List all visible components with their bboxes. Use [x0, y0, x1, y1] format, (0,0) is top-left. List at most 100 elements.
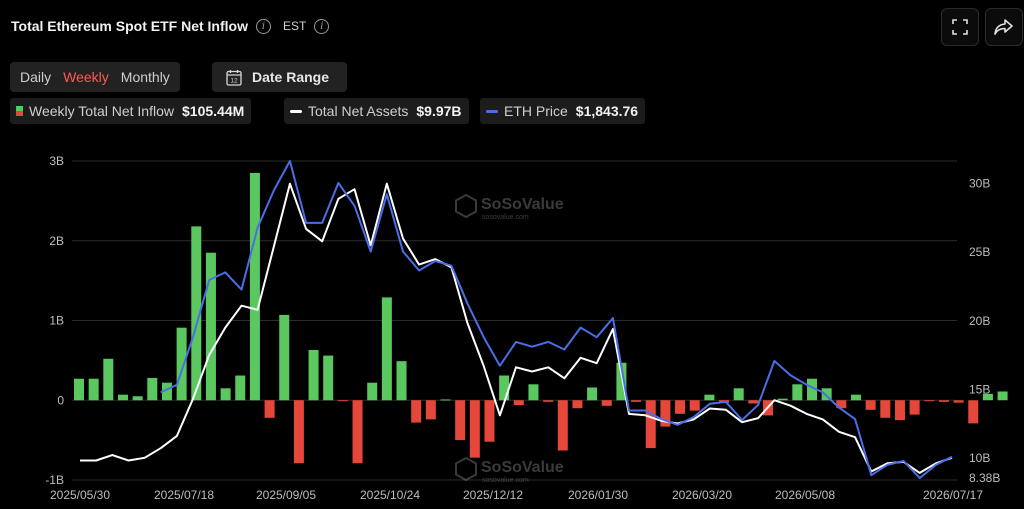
inflow-bar: [938, 400, 949, 402]
watermark-hex-icon: [455, 193, 477, 219]
x-tick-label: 2025/09/05: [256, 488, 316, 502]
calendar-icon: 12: [226, 69, 242, 86]
inflow-bar: [587, 387, 598, 401]
y-right-tick-label: 8.38B: [969, 471, 1000, 485]
bar-swatch-icon: [16, 106, 23, 116]
x-tick-label: 2025/10/24: [360, 488, 420, 502]
x-tick-label: 2025/05/30: [50, 488, 110, 502]
x-tick-label: 2026/07/17: [923, 488, 983, 502]
inflow-bar: [279, 314, 290, 401]
x-tick-label: 2026/01/30: [568, 488, 628, 502]
tab-daily[interactable]: Daily: [20, 69, 52, 85]
timezone-info-icon[interactable]: i: [314, 18, 330, 34]
line-swatch-icon: [290, 109, 302, 113]
inflow-bar: [748, 400, 759, 404]
legend-value: $9.97B: [416, 103, 462, 119]
inflow-bar: [616, 362, 627, 401]
y-right-tick-label: 15B: [969, 382, 990, 396]
y-left-tick-label: 1B: [49, 314, 64, 328]
inflow-bar: [440, 399, 451, 401]
inflow-bar: [176, 327, 187, 401]
y-right-tick-label: 30B: [969, 177, 990, 191]
inflow-bar: [528, 384, 539, 401]
watermark-text: SoSoValue: [481, 459, 564, 476]
inflow-bar: [396, 361, 407, 401]
inflow-bar: [850, 394, 861, 401]
inflow-bar: [191, 226, 202, 401]
inflow-bar: [675, 400, 686, 414]
fullscreen-icon: [952, 19, 968, 35]
calendar-day: 12: [230, 77, 238, 84]
inflow-bar: [968, 400, 979, 424]
legend-value: $105.44M: [182, 103, 245, 119]
line-swatch-icon: [486, 109, 498, 113]
legend-item-eth-price[interactable]: ETH Price $1,843.76: [480, 98, 646, 124]
chart-title: Total Ethereum Spot ETF Net Inflow: [11, 18, 248, 34]
inflow-bar: [249, 172, 260, 401]
share-button[interactable]: [985, 8, 1023, 46]
inflow-bar: [982, 393, 993, 401]
tab-monthly[interactable]: Monthly: [120, 69, 170, 85]
inflow-bar: [103, 358, 114, 401]
y-left-tick-label: 0: [57, 393, 64, 407]
inflow-bar: [88, 378, 99, 401]
inflow-bar: [132, 396, 143, 401]
inflow-bar: [205, 252, 216, 401]
inflow-bar: [425, 400, 436, 420]
y-left-tick-label: 2B: [49, 234, 64, 248]
chart-header: Total Ethereum Spot ETF Net Inflow i EST…: [11, 18, 330, 34]
inflow-bar: [601, 400, 612, 406]
inflow-bar: [880, 400, 891, 418]
inflow-bar: [513, 400, 524, 406]
inflow-bar: [836, 400, 847, 409]
legend-item-net-inflow[interactable]: Weekly Total Net Inflow $105.44M: [10, 98, 252, 124]
period-tabs: Daily Weekly Monthly: [10, 62, 180, 92]
inflow-bar: [499, 375, 510, 401]
inflow-bar: [381, 297, 392, 401]
inflow-bar: [74, 378, 84, 401]
inflow-bar: [821, 388, 832, 401]
inflow-bar: [220, 388, 231, 401]
inflow-bar: [865, 400, 876, 410]
inflow-bar: [997, 391, 1008, 401]
watermark-subtext: sosovalue.com: [482, 214, 529, 221]
legend-value: $1,843.76: [575, 103, 639, 119]
inflow-bar: [557, 400, 568, 451]
inflow-bar: [953, 400, 964, 403]
inflow-bar: [645, 400, 656, 449]
date-range-button[interactable]: 12 Date Range: [212, 62, 347, 92]
info-icon[interactable]: i: [255, 18, 271, 34]
x-tick-label: 2026/03/20: [672, 488, 732, 502]
inflow-bar: [337, 400, 348, 402]
y-left-tick-label: 3B: [49, 154, 64, 168]
legend-item-net-assets[interactable]: Total Net Assets $9.97B: [284, 98, 469, 124]
inflow-bar: [543, 400, 554, 402]
inflow-bar: [147, 377, 158, 401]
y-right-tick-label: 25B: [969, 245, 990, 259]
y-right-tick-label: 10B: [969, 451, 990, 465]
x-tick-label: 2025/12/12: [463, 488, 523, 502]
tab-weekly[interactable]: Weekly: [63, 69, 109, 85]
legend-label: ETH Price: [504, 103, 568, 119]
fullscreen-button[interactable]: [941, 8, 979, 46]
y-right-tick-label: 20B: [969, 314, 990, 328]
inflow-bar: [323, 355, 334, 401]
inflow-bar: [807, 378, 817, 401]
inflow-bar: [455, 400, 466, 441]
legend-label: Total Net Assets: [308, 103, 409, 119]
inflow-bar: [117, 394, 128, 401]
inflow-bar: [689, 400, 700, 411]
inflow-bar: [367, 382, 378, 401]
x-tick-label: 2025/07/18: [154, 488, 214, 502]
eth-price-line: [160, 160, 953, 480]
inflow-bar: [894, 400, 905, 421]
legend-label: Weekly Total Net Inflow: [29, 103, 174, 119]
inflow-bar: [733, 388, 744, 401]
inflow-bar: [161, 382, 172, 401]
watermark: SoSoValuesosovalue.comSoSoValuesosovalue…: [455, 193, 564, 484]
share-icon: [994, 19, 1013, 35]
watermark-text: SoSoValue: [481, 196, 564, 213]
